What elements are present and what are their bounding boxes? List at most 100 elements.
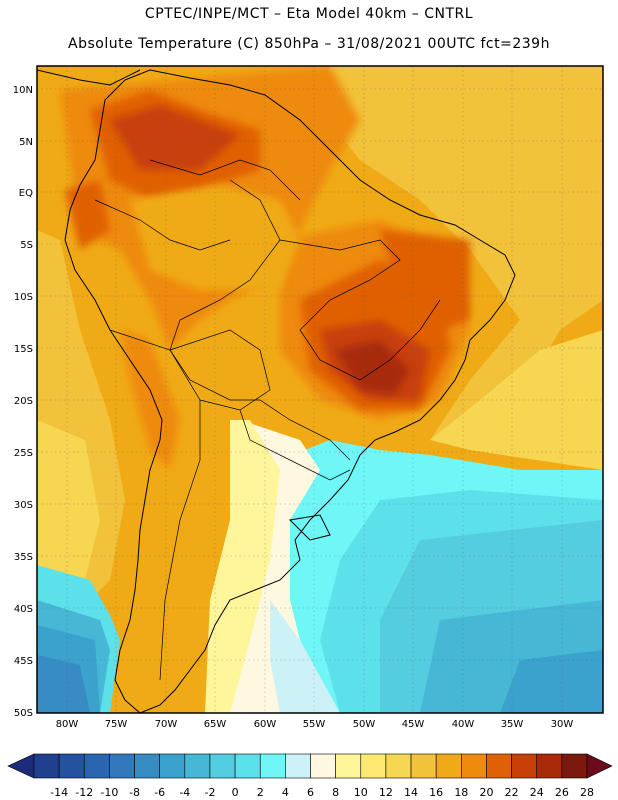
lon-tick-label: 55W [303,719,326,730]
colorbar-cell [385,753,412,779]
colorbar-label: 22 [505,786,519,799]
field-warm-24-north [110,105,240,170]
temperature-field [37,66,603,713]
colorbar-cell [561,753,588,779]
colorbar-labels: -14 -12 -10 -8 -6 -4 -2 0 2 4 6 8 10 12 14 16 18 20 22 24 26… [50,786,594,799]
colorbar-label: 20 [479,786,493,799]
colorbar-cell [410,753,437,779]
field-cold-sw-2 [37,655,90,713]
lon-tick-label: 60W [254,719,277,730]
field-band-16-ne [320,66,603,440]
lon-tick-label: 45W [402,719,425,730]
colorbar-label: 2 [257,786,264,799]
colorbar-cell [435,753,462,779]
colorbar-cell [536,753,563,779]
colorbar-cell [461,753,487,779]
lat-tick-label: 35S [14,552,33,563]
lon-tick-label: 75W [105,719,128,730]
lon-tick-label: 40W [452,719,475,730]
border-colombia [94,199,231,251]
colorbar-label: 28 [580,786,594,799]
lat-tick-label: EQ [19,188,33,199]
lon-tick-label: 80W [56,719,79,730]
field-band-14-e [430,330,603,470]
title-line-1: CPTEC/INPE/MCT – Eta Model 40km – CNTRL [144,6,474,22]
border-brazil-states [279,239,441,381]
title-line-2: Absolute Temperature (C) 850hPa – 31/08/… [68,36,550,52]
border-bolivia [169,329,271,411]
colorbar-cell [486,753,512,779]
colorbar-cell [58,753,85,779]
colorbar: -14 -12 -10 -8 -6 -4 -2 0 2 4 6 8 10 12 14 16 18 20 22 24 26… [7,753,613,799]
colorbar-label: -10 [100,786,118,799]
colorbar-label: 6 [307,786,314,799]
colorbar-label: 24 [530,786,544,799]
colorbar-label: 10 [354,786,368,799]
colorbar-label: 16 [429,786,443,799]
lat-tick-label: 15S [14,344,33,355]
border-argentina [239,409,351,481]
colorbar-label: 26 [555,786,569,799]
colorbar-cell [159,753,186,779]
colorbar-cell [83,753,110,779]
colorbar-cell [360,753,387,779]
lon-tick-label: 30W [551,719,574,730]
lat-tick-label: 45S [14,656,33,667]
lat-tick-label: 20S [14,396,33,407]
colorbar-cell [234,753,261,779]
colorbar-cell [285,753,311,779]
colorbar-arrow-right [586,753,613,779]
colorbar-arrow-left [7,753,35,779]
rio-de-la-plata [288,514,331,541]
colorbar-cell [109,753,135,779]
colorbar-cell [134,753,160,779]
lat-tick-label: 5N [19,137,33,148]
field-pale-8 [205,420,280,713]
lat-tick-label: 10N [13,85,33,96]
lon-tick-label: 35W [501,719,524,730]
lon-tick-label: 70W [155,719,178,730]
colorbar-label: 0 [232,786,239,799]
field-band-14-w [37,420,100,590]
colorbar-cells [33,753,588,779]
colorbar-label: 12 [379,786,393,799]
lon-tick-label: 65W [204,719,227,730]
political-borders [94,159,441,681]
lat-tick-label: 30S [14,500,33,511]
lat-tick-label: 50S [14,708,33,719]
colorbar-label: -4 [179,786,190,799]
lat-tick-label: 25S [14,448,33,459]
border-venezuela [149,159,301,201]
colorbar-cell [335,753,362,779]
colorbar-cell [310,753,336,779]
colorbar-label: -14 [50,786,68,799]
field-cold-se-m4 [500,650,603,713]
field-warm-22-ecuador [65,180,110,250]
longitude-axis: 80W 75W 70W 65W 60W 55W 50W 45W 40W 35W … [56,719,574,730]
field-warm-26 [335,340,410,395]
lat-tick-label: 10S [14,292,33,303]
field-pale-10 [270,600,340,713]
colorbar-label: 14 [404,786,418,799]
colorbar-cell [259,753,286,779]
central-america-coast [37,69,141,86]
colorbar-label: -12 [75,786,93,799]
colorbar-label: -2 [204,786,215,799]
colorbar-cell [184,753,211,779]
colorbar-label: 18 [454,786,468,799]
colorbar-cell [209,753,236,779]
colorbar-label: -8 [129,786,140,799]
colorbar-label: 8 [332,786,339,799]
lon-tick-label: 50W [353,719,376,730]
lat-tick-label: 40S [14,604,33,615]
map-frame [36,65,604,714]
colorbar-label: 4 [282,786,289,799]
colorbar-label: -6 [154,786,165,799]
border-brazil-west [169,179,351,461]
latitude-axis: 10N 5N EQ 5S 10S 15S 20S 25S 30S 35S 40S… [13,85,33,719]
field-warm-22-ne [380,230,470,330]
lat-tick-label: 5S [20,240,33,251]
colorbar-cell [511,753,538,779]
colorbar-cell [33,753,60,779]
